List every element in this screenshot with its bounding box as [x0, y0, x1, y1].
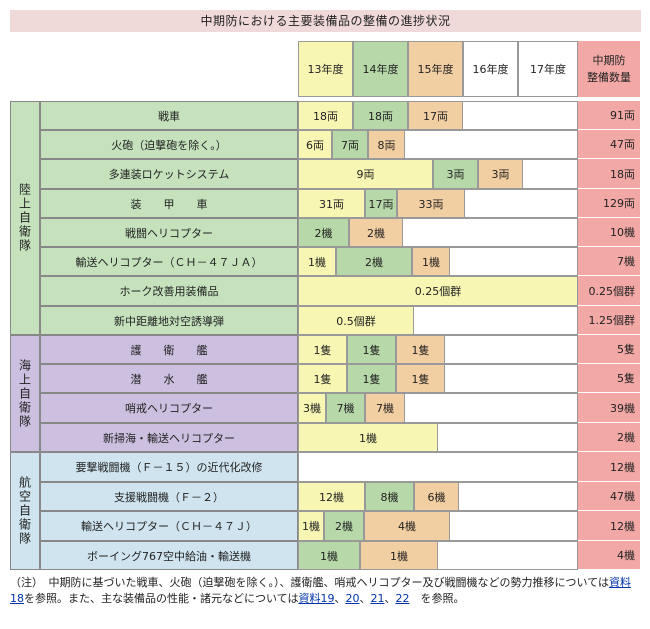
total-value: 2機 [578, 423, 640, 452]
segment-fy13: 12機 [298, 482, 365, 511]
item-name: 要撃戦闘機（Ｆ－１５）の近代化改修 [40, 452, 298, 482]
segment-fy14: 18両 [353, 101, 408, 130]
segment-fy15: 7機 [365, 393, 405, 423]
table-title: 中期防における主要装備品の整備の進捗状況 [10, 10, 641, 32]
item-name: 哨戒ヘリコプター [40, 393, 298, 423]
segment-fy14: 2機 [349, 218, 403, 247]
total-value: 7機 [578, 247, 640, 276]
total-value: 12機 [578, 452, 640, 482]
item-name: 火砲（迫撃砲を除く。） [40, 130, 298, 159]
year-header-16: 16年度 [463, 41, 518, 97]
total-value: 47両 [578, 130, 640, 159]
segment-fy14: 3両 [433, 159, 478, 189]
total-header: 中期防 整備数量 [578, 41, 640, 97]
item-name: ボーイング767空中給油・輸送機 [40, 541, 298, 570]
link-material-20[interactable]: 20 [345, 592, 360, 605]
link-material-18[interactable]: 資料18 [10, 576, 631, 605]
total-value: 5隻 [578, 335, 640, 364]
segment-fy13: 1機 [298, 541, 360, 570]
footnote: （注） 中期防に基づいた戦車、火砲（迫撃砲を除く。）、護衛艦、哨戒ヘリコプター及… [10, 576, 631, 605]
segment-fy15: 1隻 [396, 364, 445, 393]
segment-fy13: 2機 [298, 218, 349, 247]
year-header-17: 17年度 [518, 41, 578, 97]
segment-fy13: 1隻 [298, 335, 347, 364]
item-name: 戦闘ヘリコプター [40, 218, 298, 247]
segment-fy15: 17両 [408, 101, 463, 130]
item-name: 潜 水 艦 [40, 364, 298, 393]
segment-fy13-15: 1機 [298, 423, 438, 452]
link-material-19[interactable]: 資料19 [298, 592, 335, 605]
segment-fy13: 1機 [298, 247, 336, 276]
total-value: 0.25個群 [578, 276, 640, 306]
item-name: 戦車 [40, 101, 298, 130]
segment-fy13-14: 0.5個群 [298, 306, 414, 335]
total-value: 18両 [578, 159, 640, 189]
segment-fy15: 3両 [478, 159, 523, 189]
segment-fy14: 17両 [365, 189, 397, 218]
segment-fy15: 1隻 [396, 335, 445, 364]
total-value: 39機 [578, 393, 640, 423]
year-header-13: 13年度 [298, 41, 353, 97]
year-header-15: 15年度 [408, 41, 463, 97]
segment-fy14: 1隻 [347, 364, 396, 393]
item-name: 新掃海・輸送ヘリコプター [40, 423, 298, 452]
segment-fy13: 31両 [298, 189, 365, 218]
branch-asdf: 航空自衛隊 [10, 452, 40, 570]
segment-fy13: 1隻 [298, 364, 347, 393]
item-name: 装 甲 車 [40, 189, 298, 218]
total-value: 91両 [578, 101, 640, 130]
item-name: 新中距離地対空誘導弾 [40, 306, 298, 335]
segment-fy14: 2機 [336, 247, 412, 276]
segment-fy13: 3機 [298, 393, 326, 423]
branch-gsdf: 陸上自衛隊 [10, 101, 40, 335]
item-name: 輸送ヘリコプター（ＣＨ－４７Ｊ） [40, 511, 298, 541]
row-frame [298, 452, 578, 482]
segment-fy13: 9両 [298, 159, 433, 189]
segment-fy15: 1機 [412, 247, 450, 276]
item-name: ホーク改善用装備品 [40, 276, 298, 306]
item-name: 多連装ロケットシステム [40, 159, 298, 189]
item-name: 輸送ヘリコプター（ＣＨ－４７ＪＡ） [40, 247, 298, 276]
total-value: 10機 [578, 218, 640, 247]
segment-fy13: 1機 [298, 511, 324, 541]
segment-fy14: 7両 [332, 130, 368, 159]
segment-fy13: 18両 [298, 101, 353, 130]
segment-fy15: 33両 [397, 189, 465, 218]
total-value: 4機 [578, 541, 640, 570]
link-material-22[interactable]: 22 [395, 592, 410, 605]
segment-fy15: 8両 [368, 130, 405, 159]
segment-fy15: 6機 [414, 482, 459, 511]
segment-fy14: 2機 [324, 511, 364, 541]
segment-fy14: 8機 [365, 482, 414, 511]
item-name: 護 衛 艦 [40, 335, 298, 364]
segment-fy14: 1隻 [347, 335, 396, 364]
segment-fy14: 7機 [326, 393, 365, 423]
item-name: 支援戦闘機（Ｆ－２） [40, 482, 298, 511]
total-value: 12機 [578, 511, 640, 541]
segment-fy14: 1機 [360, 541, 438, 570]
total-value: 47機 [578, 482, 640, 511]
link-material-21[interactable]: 21 [370, 592, 385, 605]
total-value: 1.25個群 [578, 306, 640, 335]
segment-fy15: 4機 [364, 511, 450, 541]
total-value: 129両 [578, 189, 640, 218]
segment-fy13-17: 0.25個群 [298, 276, 578, 306]
branch-msdf: 海上自衛隊 [10, 335, 40, 452]
total-value: 5隻 [578, 364, 640, 393]
year-header-14: 14年度 [353, 41, 408, 97]
segment-fy13: 6両 [298, 130, 332, 159]
